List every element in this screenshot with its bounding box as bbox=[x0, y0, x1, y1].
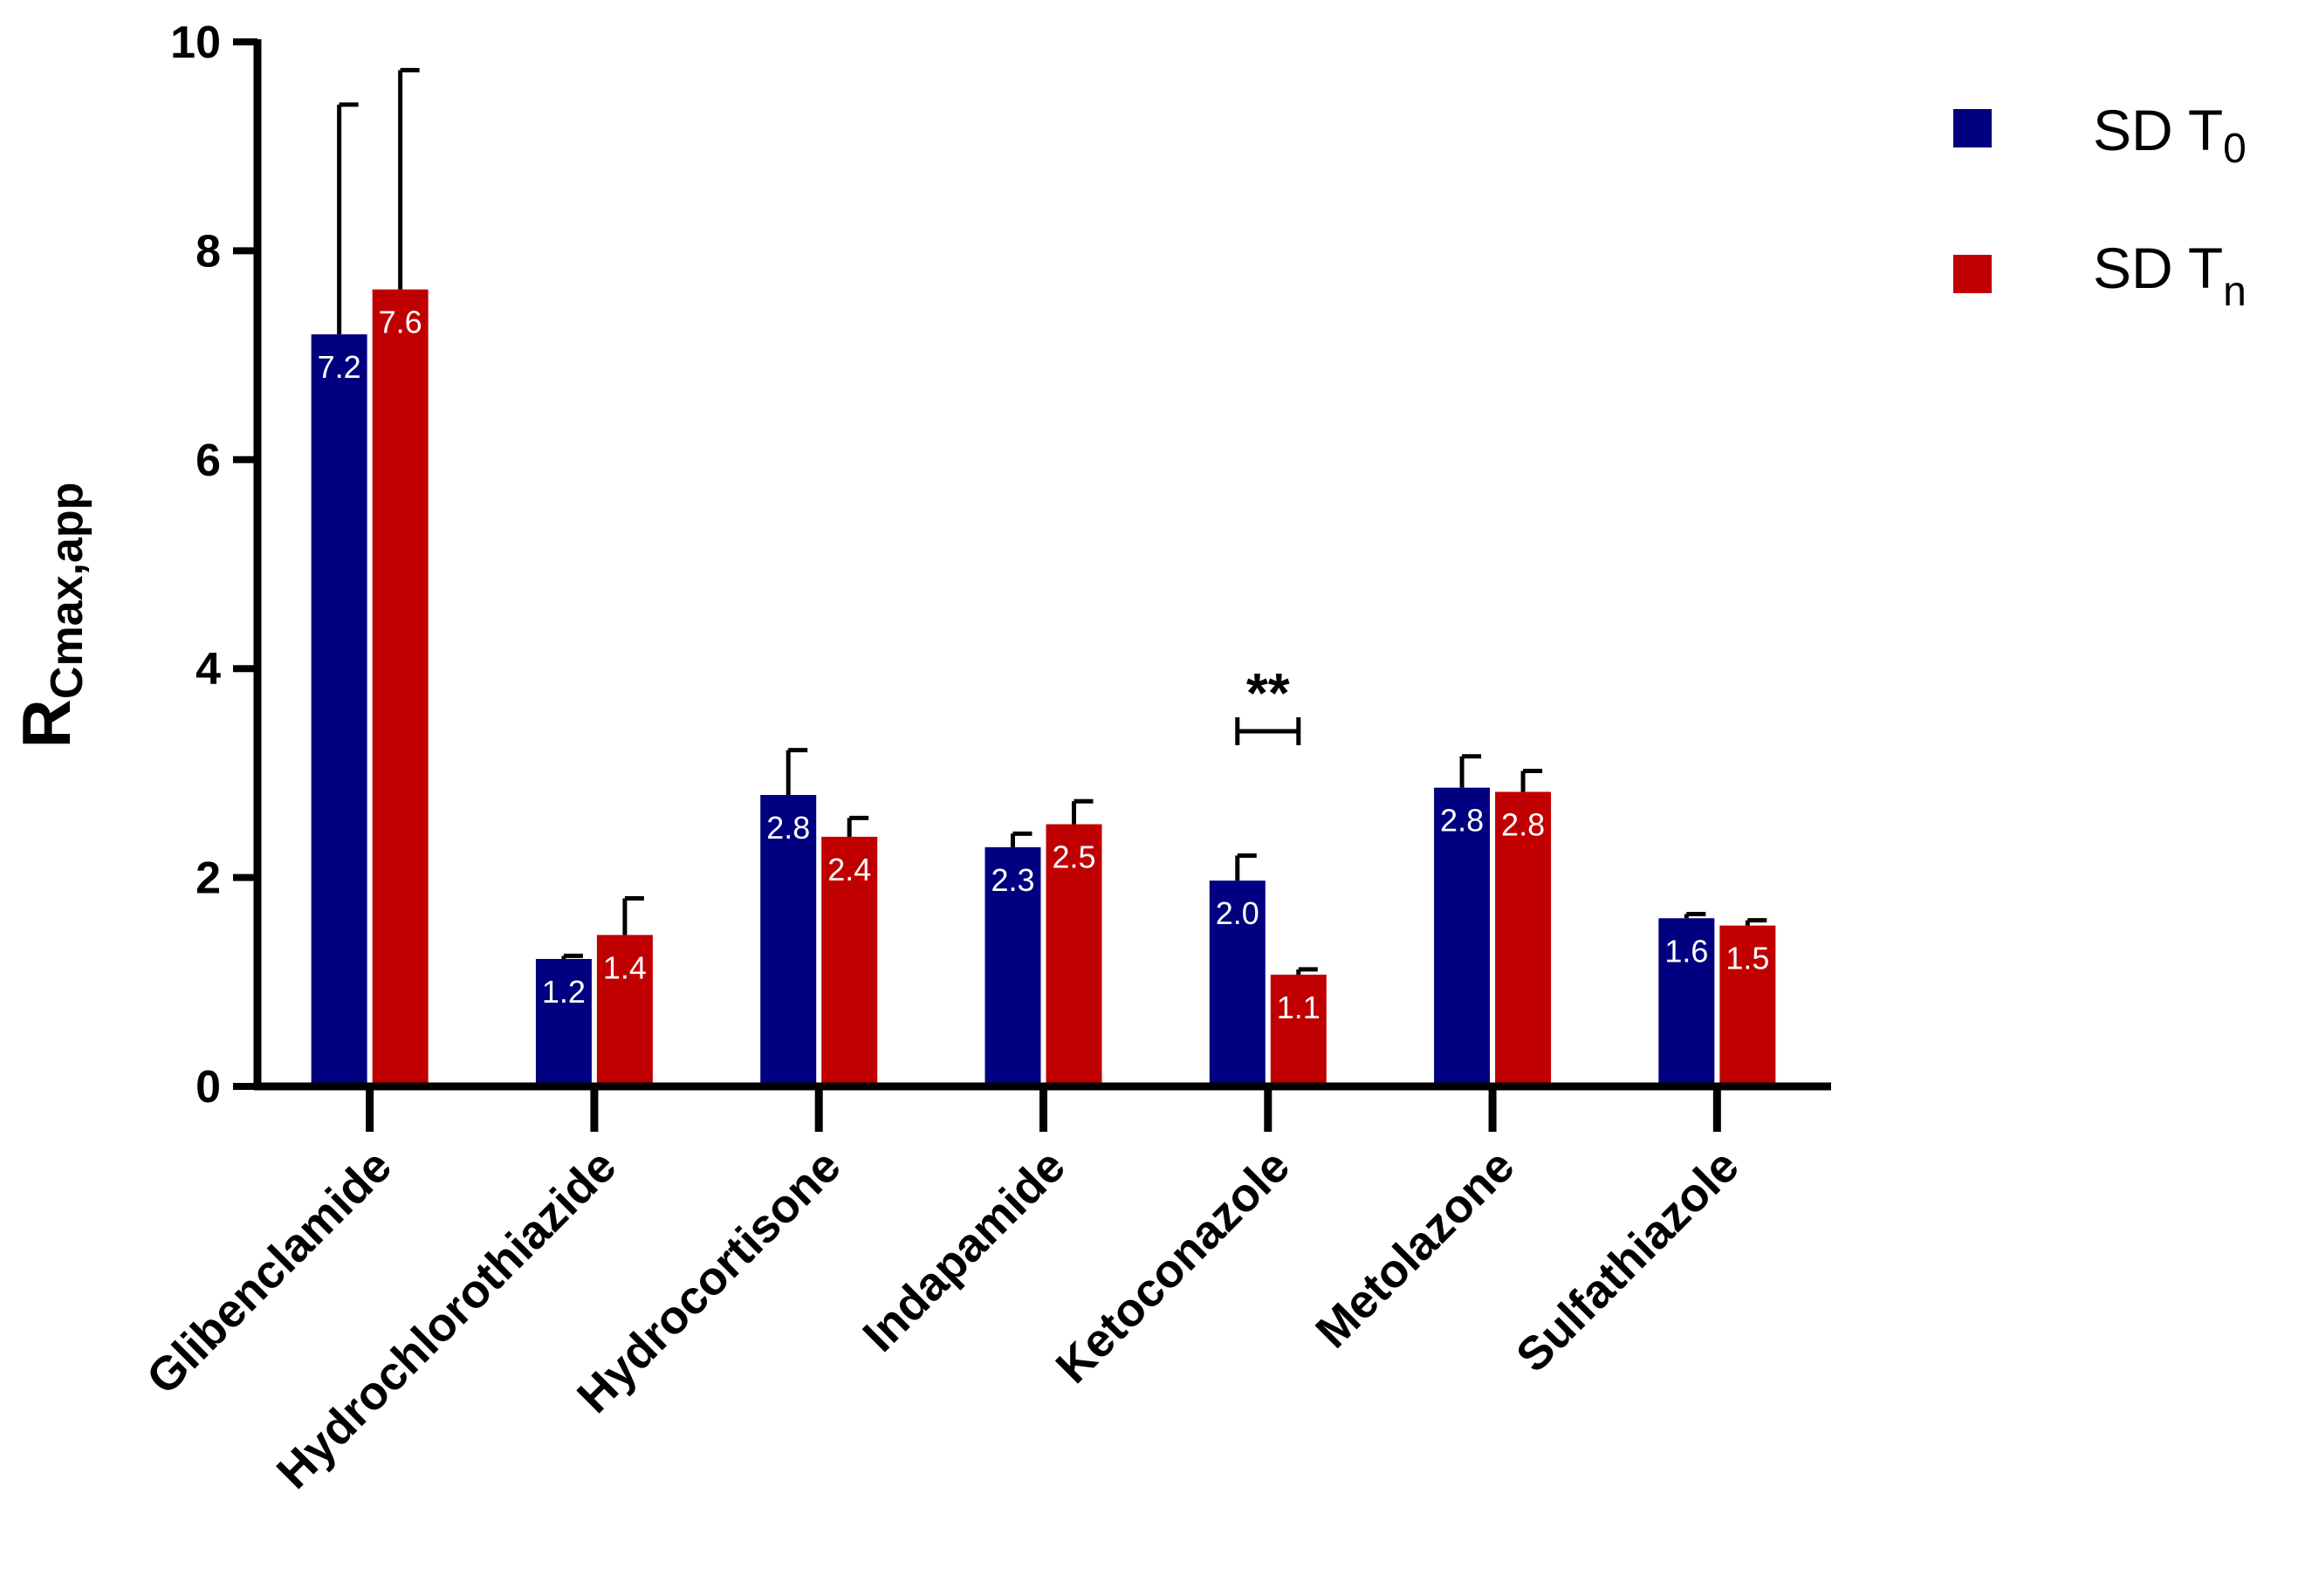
legend-swatch-sd-t0 bbox=[1953, 109, 1992, 147]
legend-item-sd-t0: SD T0 bbox=[1953, 98, 2247, 172]
bar-sd-tn bbox=[1719, 925, 1776, 1086]
bar-sd-tn bbox=[1495, 791, 1552, 1086]
bar-sd-t0 bbox=[1209, 880, 1266, 1086]
category-label: Ketoconazole bbox=[1046, 1140, 1300, 1394]
data-label-sd-t0: 1.6 bbox=[1664, 933, 1708, 969]
significance-annotations: ** bbox=[1235, 661, 1301, 746]
y-tick-label: 10 bbox=[170, 17, 221, 68]
bar-sd-t0 bbox=[984, 846, 1041, 1086]
y-tick-label: 6 bbox=[196, 435, 221, 486]
bar-sd-tn bbox=[821, 836, 878, 1086]
legend-item-sd-tn: SD Tn bbox=[1953, 236, 2247, 315]
y-tick-label: 0 bbox=[196, 1062, 221, 1113]
legend: SD T0 SD Tn bbox=[1953, 98, 2247, 315]
data-label-sd-tn: 2.4 bbox=[827, 852, 871, 887]
data-label-sd-t0: 2.0 bbox=[1216, 895, 1259, 931]
bar-sd-t0 bbox=[760, 795, 817, 1086]
data-label-sd-t0: 7.2 bbox=[318, 349, 361, 385]
y-axis-label-subscript: Cmax,app bbox=[42, 483, 93, 700]
bar-sd-tn bbox=[596, 935, 653, 1086]
data-label-sd-t0: 2.3 bbox=[991, 862, 1034, 898]
y-axis-label-main: R bbox=[8, 699, 85, 748]
data-label-sd-t0: 2.8 bbox=[1440, 803, 1484, 839]
y-tick-label: 2 bbox=[196, 853, 221, 904]
bar-sd-tn bbox=[372, 289, 429, 1087]
data-label-sd-tn: 1.1 bbox=[1277, 990, 1321, 1025]
data-label-sd-tn: 1.4 bbox=[603, 949, 647, 985]
data-label-sd-tn: 2.5 bbox=[1052, 839, 1095, 875]
y-tick-label: 4 bbox=[196, 644, 221, 695]
data-label-sd-tn: 2.8 bbox=[1501, 806, 1545, 842]
category-label: Sulfathiazole bbox=[1506, 1140, 1749, 1382]
bar-sd-t0 bbox=[1658, 918, 1715, 1086]
data-label-sd-t0: 1.2 bbox=[542, 974, 586, 1010]
bar-sd-tn bbox=[1270, 974, 1327, 1086]
data-label-sd-tn: 1.5 bbox=[1725, 941, 1769, 976]
y-axis: 0 2 4 6 8 10 bbox=[170, 17, 262, 1113]
bar-sd-tn bbox=[1046, 824, 1102, 1086]
data-label-sd-tn: 7.6 bbox=[379, 305, 422, 340]
data-label-sd-t0: 2.8 bbox=[766, 810, 810, 846]
bars: 7.2 7.6 1.2 1.4 2.8 2.4 2.3 2.5 2.0 1.1 2.8 2.8 1.6 1… bbox=[311, 67, 1776, 1087]
bar-sd-t0 bbox=[311, 334, 367, 1086]
legend-swatch-sd-tn bbox=[1953, 255, 1992, 293]
legend-label-sd-tn: SD Tn bbox=[2093, 236, 2247, 315]
y-axis-label: RCmax,app bbox=[8, 483, 93, 749]
significance-label: ** bbox=[1246, 661, 1290, 724]
legend-label-sd-t0: SD T0 bbox=[2093, 98, 2247, 172]
category-label: Glibenclamide bbox=[137, 1140, 401, 1404]
bar-sd-t0 bbox=[1434, 787, 1491, 1086]
x-axis: GlibenclamideHydrochlorothiazideHydrocor… bbox=[137, 1082, 1831, 1499]
bar-sd-t0 bbox=[535, 958, 592, 1086]
y-tick-label: 8 bbox=[196, 226, 221, 277]
category-label: Indapamide bbox=[853, 1140, 1075, 1362]
category-label: Metolazone bbox=[1306, 1140, 1524, 1358]
